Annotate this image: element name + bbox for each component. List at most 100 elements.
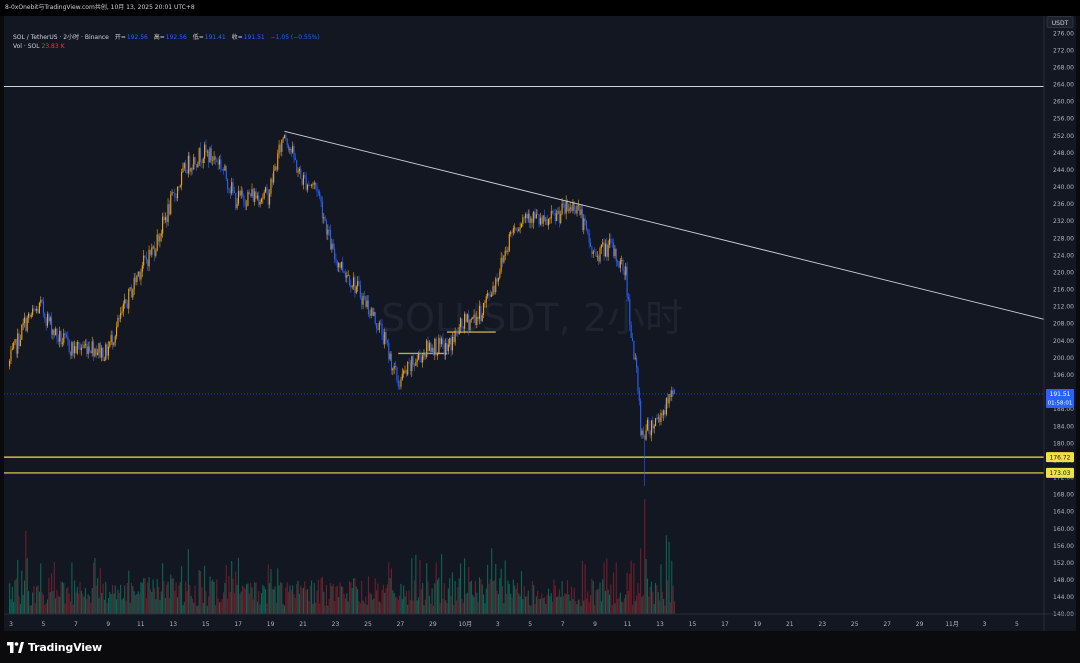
volume-bar	[279, 582, 281, 614]
candle-body	[82, 347, 84, 349]
volume-bar	[246, 584, 248, 614]
candle-body	[130, 287, 133, 298]
volume-bar	[428, 595, 430, 614]
volume-bar	[631, 604, 634, 614]
candle-body	[568, 209, 570, 212]
close-label: 收=	[231, 34, 243, 41]
volume-bar	[247, 583, 249, 614]
candle-body	[495, 278, 497, 292]
volume-bar	[626, 572, 628, 614]
volume-bar	[264, 589, 267, 614]
attribution-bar: 8-0xOnebit与TradingView.com共创, 10月 13, 20…	[0, 0, 1080, 16]
volume-bar	[197, 605, 199, 614]
candle-body	[577, 205, 579, 207]
candle-body	[603, 242, 605, 257]
volume-bar	[642, 594, 644, 614]
volume-bar	[52, 591, 54, 614]
candle-body	[418, 353, 420, 360]
candle-body	[381, 323, 383, 335]
candle-body	[347, 274, 349, 276]
tradingview-logo[interactable]: TradingView	[7, 639, 102, 655]
candle-body	[22, 323, 24, 325]
volume-bar	[237, 557, 240, 614]
candle-body	[209, 148, 211, 163]
volume-bar	[134, 595, 137, 614]
candle-body	[311, 184, 313, 186]
volume-bar	[80, 591, 82, 614]
candle-body	[38, 302, 40, 314]
volume-bar	[102, 583, 104, 614]
volume-bar	[128, 570, 130, 614]
candle-body	[636, 357, 638, 368]
volume-bar	[566, 580, 569, 614]
volume-bar	[34, 603, 36, 614]
candle-body	[116, 326, 118, 337]
volume-bar	[671, 560, 673, 614]
volume-bar	[114, 585, 116, 614]
volume-bar	[604, 591, 606, 614]
volume-bar	[13, 602, 15, 614]
candle-body	[210, 148, 212, 161]
time-tick-label: 27	[397, 621, 405, 628]
candle-body	[376, 323, 378, 329]
volume-bar	[118, 592, 120, 614]
close-value: 191.51	[243, 34, 265, 41]
candle-body	[637, 367, 639, 391]
volume-bar	[93, 563, 95, 614]
candle-body	[397, 379, 399, 387]
candle-body	[193, 157, 195, 170]
chart-panel[interactable]: SOLUSDT, 2小时 USDT 140.00 144.00 148.00 152.00…	[4, 16, 1076, 631]
volume-bar	[316, 590, 318, 614]
candle-body	[182, 168, 184, 172]
volume-bar	[151, 591, 153, 614]
volume-bar	[67, 586, 69, 614]
candle-body	[394, 365, 397, 368]
volume-bar	[344, 598, 346, 614]
time-tick-label: 27	[883, 621, 891, 628]
chart-canvas[interactable]: SOLUSDT, 2小时 USDT 140.00 144.00 148.00 152.00…	[4, 16, 1076, 631]
volume-bar	[190, 595, 192, 614]
volume-bar	[577, 599, 579, 614]
candle-body	[386, 340, 388, 343]
candle-body	[546, 219, 548, 226]
candle-body	[622, 260, 624, 272]
candle-body	[413, 364, 416, 366]
candle-body	[529, 213, 531, 223]
volume-bar	[516, 582, 518, 614]
symbol-line[interactable]: SOL / TetherUS · 2小时 · Binance	[13, 34, 109, 41]
watermark-text: SOLUSDT, 2小时	[381, 296, 683, 340]
time-tick-label: 9	[593, 621, 597, 628]
volume-bar	[178, 585, 180, 614]
candle-body	[336, 260, 338, 268]
candle-body	[229, 190, 231, 194]
volume-bar	[438, 577, 440, 614]
volume-bar	[363, 603, 365, 614]
candle-body	[246, 205, 248, 207]
time-tick-label: 23	[818, 621, 826, 628]
candle-body	[231, 182, 233, 194]
candle-body	[129, 287, 131, 289]
candle-body	[384, 332, 386, 345]
price-tick-label: 208.00	[1053, 321, 1074, 328]
volume-bar	[411, 558, 413, 614]
candle-body	[316, 186, 318, 192]
candle-body	[121, 311, 123, 314]
volume-bar	[615, 562, 617, 614]
volume-bar	[95, 585, 97, 614]
volume-bar	[286, 582, 288, 614]
volume-bar	[539, 598, 541, 614]
volume-bar	[116, 599, 118, 614]
candle-body	[369, 314, 371, 316]
volume-bar	[472, 594, 474, 614]
candle-body	[216, 159, 218, 162]
volume-bar	[167, 581, 169, 614]
candle-body	[72, 342, 74, 354]
candle-body	[36, 309, 38, 311]
volume-bar	[98, 598, 100, 614]
volume-label[interactable]: Vol · SOL	[13, 43, 40, 50]
volume-bar	[185, 581, 187, 614]
volume-bar	[646, 578, 648, 614]
candle-body	[554, 213, 556, 221]
candle-body	[74, 346, 76, 354]
candle-body	[388, 342, 390, 360]
